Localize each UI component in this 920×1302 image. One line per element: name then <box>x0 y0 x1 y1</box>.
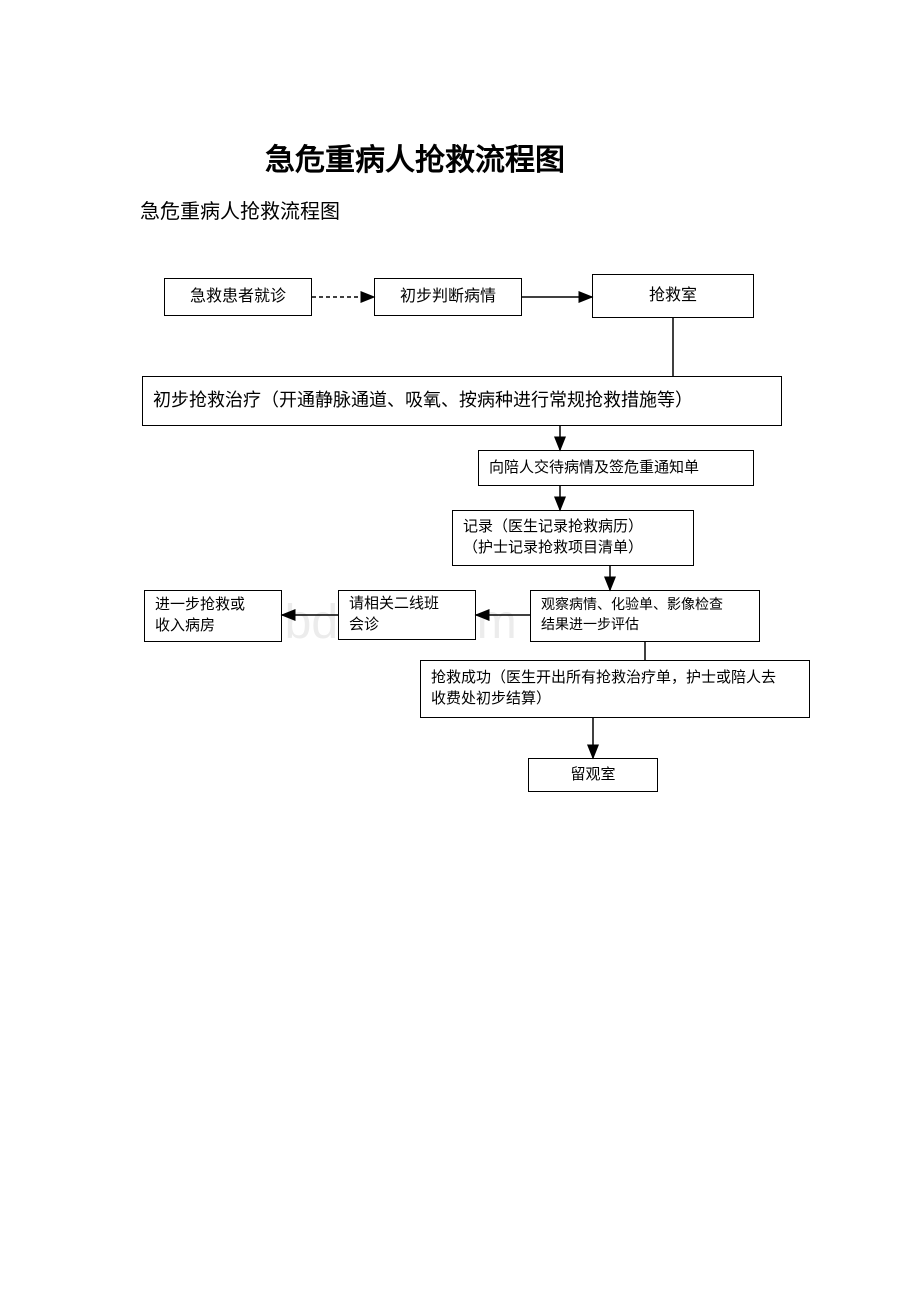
node-label: 记录（医生记录抢救病历）（护士记录抢救项目清单） <box>463 517 643 559</box>
page-title: 急危重病人抢救流程图 <box>265 135 565 179</box>
node-record: 记录（医生记录抢救病历）（护士记录抢救项目清单） <box>452 510 694 566</box>
node-initial-treatment: 初步抢救治疗（开通静脉通道、吸氧、按病种进行常规抢救措施等） <box>142 376 782 426</box>
node-label: 观察病情、化验单、影像检查结果进一步评估 <box>541 596 723 635</box>
node-emergency-visit: 急救患者就诊 <box>164 278 312 316</box>
node-observation-room: 留观室 <box>528 758 658 792</box>
node-label: 向陪人交待病情及签危重通知单 <box>489 458 699 479</box>
node-initial-assessment: 初步判断病情 <box>374 278 522 316</box>
node-label: 留观室 <box>570 765 615 786</box>
node-label: 急救患者就诊 <box>190 286 286 308</box>
flowchart-page: www.bdocx.com 急危重病人抢救流程图 急危重病人抢救流程图 急救患者… <box>0 0 920 1302</box>
node-label: 初步抢救治疗（开通静脉通道、吸氧、按病种进行常规抢救措施等） <box>153 388 693 413</box>
node-label: 抢救室 <box>649 285 697 307</box>
node-rescue-success: 抢救成功（医生开出所有抢救治疗单，护士或陪人去收费处初步结算） <box>420 660 810 718</box>
node-label: 初步判断病情 <box>400 286 496 308</box>
node-further-rescue: 进一步抢救或收入病房 <box>144 590 282 642</box>
flowchart-edges <box>0 0 920 1302</box>
node-label: 请相关二线班会诊 <box>349 594 439 636</box>
node-consult: 请相关二线班会诊 <box>338 590 476 640</box>
node-rescue-room: 抢救室 <box>592 274 754 318</box>
node-inform-companion: 向陪人交待病情及签危重通知单 <box>478 450 754 486</box>
node-label: 进一步抢救或收入病房 <box>155 595 245 637</box>
node-label: 抢救成功（医生开出所有抢救治疗单，护士或陪人去收费处初步结算） <box>431 668 776 710</box>
node-observe-evaluate: 观察病情、化验单、影像检查结果进一步评估 <box>530 590 760 642</box>
page-subtitle: 急危重病人抢救流程图 <box>140 195 340 224</box>
